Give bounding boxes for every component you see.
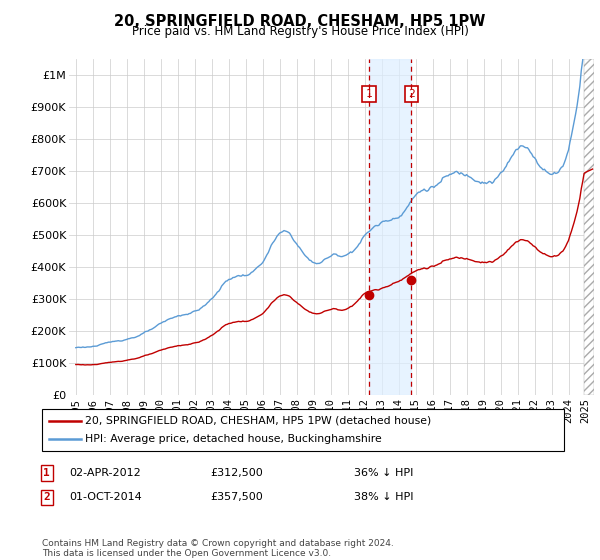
Bar bbox=[584, 59, 594, 395]
Bar bbox=[369, 59, 412, 395]
Text: 2: 2 bbox=[408, 89, 415, 99]
Text: 01-OCT-2014: 01-OCT-2014 bbox=[69, 492, 142, 502]
Text: 36% ↓ HPI: 36% ↓ HPI bbox=[354, 468, 413, 478]
Text: Price paid vs. HM Land Registry's House Price Index (HPI): Price paid vs. HM Land Registry's House … bbox=[131, 25, 469, 38]
Text: 38% ↓ HPI: 38% ↓ HPI bbox=[354, 492, 413, 502]
Text: Contains HM Land Registry data © Crown copyright and database right 2024.
This d: Contains HM Land Registry data © Crown c… bbox=[42, 539, 394, 558]
Text: 2: 2 bbox=[43, 492, 50, 502]
Text: 1: 1 bbox=[43, 468, 50, 478]
Text: 20, SPRINGFIELD ROAD, CHESHAM, HP5 1PW (detached house): 20, SPRINGFIELD ROAD, CHESHAM, HP5 1PW (… bbox=[85, 416, 431, 426]
Text: £357,500: £357,500 bbox=[210, 492, 263, 502]
Text: HPI: Average price, detached house, Buckinghamshire: HPI: Average price, detached house, Buck… bbox=[85, 434, 382, 444]
Text: 20, SPRINGFIELD ROAD, CHESHAM, HP5 1PW: 20, SPRINGFIELD ROAD, CHESHAM, HP5 1PW bbox=[115, 14, 485, 29]
Text: 02-APR-2012: 02-APR-2012 bbox=[69, 468, 141, 478]
Bar bbox=[584, 59, 594, 395]
Text: 1: 1 bbox=[365, 89, 372, 99]
Text: £312,500: £312,500 bbox=[210, 468, 263, 478]
